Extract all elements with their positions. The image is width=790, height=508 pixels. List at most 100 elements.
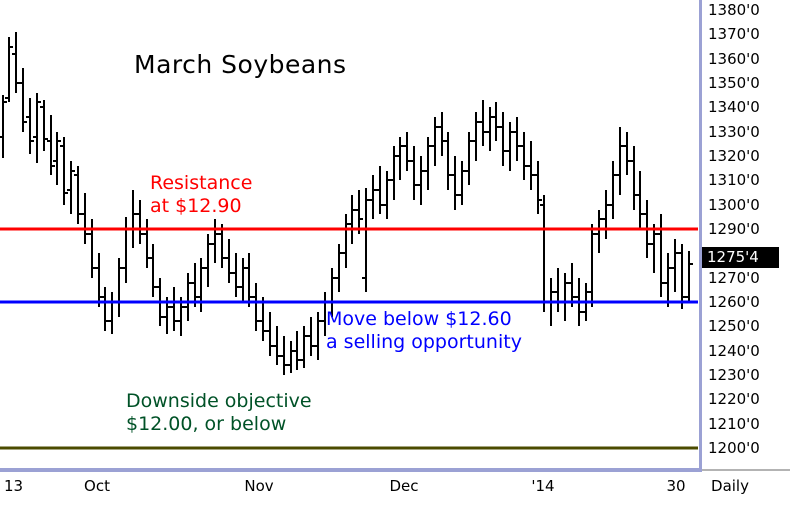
ohlc-bar [444, 132, 452, 190]
ohlc-bar [53, 132, 61, 185]
ohlc-bar [252, 283, 260, 331]
ohlc-bar [149, 244, 157, 297]
ohlc-bar [527, 141, 535, 190]
ohlc-bar [451, 156, 459, 210]
ohlc-bar [431, 117, 439, 166]
ohlc-bar [472, 112, 480, 161]
ohlc-bar [499, 112, 507, 166]
ohlc-bar [479, 100, 487, 146]
ohlc-bar [143, 219, 151, 268]
price-tick-label: 1320'0 [708, 147, 760, 165]
price-tick-label: 1290'0 [708, 220, 760, 238]
ohlc-bar [520, 132, 528, 180]
price-tick-label: 1340'0 [708, 98, 760, 117]
ohlc-bar [492, 102, 500, 141]
ohlc-bar [60, 137, 68, 205]
ohlc-bar [314, 312, 322, 360]
price-tick-label: 1370'0 [708, 25, 760, 44]
ohlc-bar [136, 200, 144, 244]
ohlc-bar [671, 239, 679, 292]
ohlc-bar [245, 253, 253, 307]
ohlc-bar [40, 100, 48, 151]
ohlc-bar [184, 273, 192, 321]
ohlc-bar [33, 93, 41, 163]
time-axis-label: Dec [389, 477, 419, 495]
ohlc-bar [554, 268, 562, 312]
ohlc-bar [355, 190, 363, 234]
ohlc-bar [410, 146, 418, 200]
ohlc-bar [678, 244, 686, 309]
time-axis-label: 13 [4, 477, 24, 495]
price-tick-label: 1360'0 [708, 49, 760, 68]
resistance-annotation: Resistance at $12.90 [150, 172, 252, 218]
ohlc-bar [609, 161, 617, 219]
ohlc-bar [465, 132, 473, 185]
ohlc-bar [342, 214, 350, 268]
resistance-annotation-line1: Resistance [150, 172, 253, 194]
time-axis-label: Daily [711, 477, 749, 495]
ohlc-bar [273, 326, 281, 365]
ohlc-bar [122, 217, 130, 283]
ohlc-bar [129, 190, 137, 248]
price-tick-label: 1220'0 [708, 390, 760, 409]
ohlc-bar [390, 146, 398, 200]
ohlc-bar [197, 258, 205, 312]
time-axis-label: '14 [531, 477, 555, 495]
price-tick-label: 1270'0 [708, 268, 760, 287]
ohlc-bar [0, 95, 7, 158]
ohlc-bar [513, 117, 521, 161]
price-tick-label: 1350'0 [708, 74, 760, 92]
ohlc-bar [204, 234, 212, 287]
ohlc-bar [595, 210, 603, 253]
ohlc-bar [685, 251, 693, 302]
ohlc-bar [191, 263, 199, 307]
ohlc-bar [540, 195, 548, 312]
ohlc-bar [280, 336, 288, 375]
ohlc-bar [108, 292, 116, 334]
ohlc-bar [424, 137, 432, 190]
price-tick-label: 1200'0 [708, 438, 760, 457]
ohlc-bar [417, 156, 425, 205]
time-axis-label: Nov [244, 477, 274, 495]
ohlc-bar [403, 132, 411, 171]
ohlc-bar [636, 171, 644, 229]
ohlc-bar [5, 37, 13, 102]
ohlc-bar [218, 224, 226, 268]
sell-annotation-line2: a selling opportunity [326, 331, 522, 353]
price-bars-svg [0, 32, 698, 450]
ohlc-bar [335, 244, 343, 292]
ohlc-bar [101, 287, 109, 331]
ohlc-bar [348, 195, 356, 244]
ohlc-bar [232, 253, 240, 297]
ohlc-bar [225, 239, 233, 283]
objective-annotation: Downside objective $12.00, or below [126, 390, 312, 436]
price-tick-label: 1250'0 [708, 317, 760, 336]
ohlc-bar [239, 258, 247, 302]
ohlc-bar [506, 122, 514, 171]
price-axis-line [699, 0, 702, 471]
ohlc-bar [376, 166, 384, 214]
ohlc-bar [26, 98, 34, 154]
ohlc-bar [588, 224, 596, 307]
price-tick-label: 1240'0 [708, 341, 760, 360]
ohlc-bar [602, 190, 610, 239]
price-tick-label: 1310'0 [708, 171, 760, 190]
ohlc-bar [396, 137, 404, 180]
ohlc-bar [623, 132, 631, 175]
ohlc-bar [458, 161, 466, 205]
time-axis-line-right [702, 469, 790, 471]
ohlc-bar [95, 253, 103, 307]
sell-annotation: Move below $12.60 a selling opportunity [326, 308, 522, 354]
ohlc-bar [115, 258, 123, 317]
price-tick-label: 1210'0 [708, 414, 760, 433]
ohlc-bar [74, 166, 82, 224]
ohlc-bar [568, 263, 576, 307]
ohlc-bar [650, 224, 658, 273]
objective-annotation-line2: $12.00, or below [126, 413, 287, 435]
ohlc-bar [47, 115, 55, 175]
ohlc-bar [170, 287, 178, 331]
time-axis-label: Oct [84, 477, 110, 495]
ohlc-bar [287, 341, 295, 373]
price-tick-label: 1380'0 [708, 1, 760, 19]
